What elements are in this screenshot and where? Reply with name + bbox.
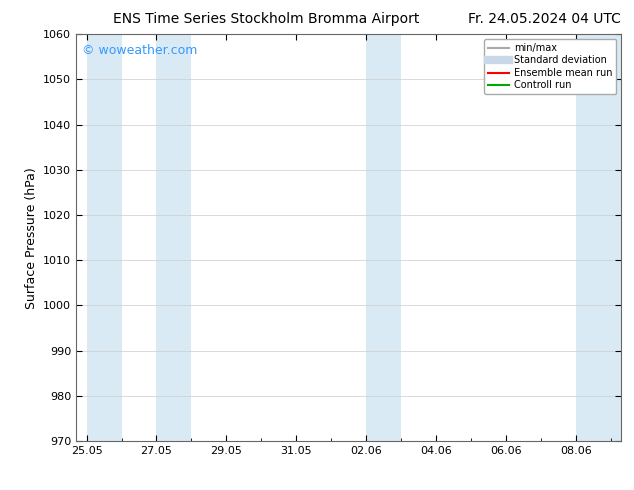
- Text: © woweather.com: © woweather.com: [82, 45, 197, 57]
- Legend: min/max, Standard deviation, Ensemble mean run, Controll run: min/max, Standard deviation, Ensemble me…: [484, 39, 616, 94]
- Bar: [576, 34, 621, 441]
- Bar: [366, 34, 401, 441]
- Text: ENS Time Series Stockholm Bromma Airport: ENS Time Series Stockholm Bromma Airport: [113, 12, 420, 26]
- Text: Fr. 24.05.2024 04 UTC: Fr. 24.05.2024 04 UTC: [469, 12, 621, 26]
- Bar: [157, 34, 191, 441]
- Bar: [87, 34, 122, 441]
- Y-axis label: Surface Pressure (hPa): Surface Pressure (hPa): [25, 167, 37, 309]
